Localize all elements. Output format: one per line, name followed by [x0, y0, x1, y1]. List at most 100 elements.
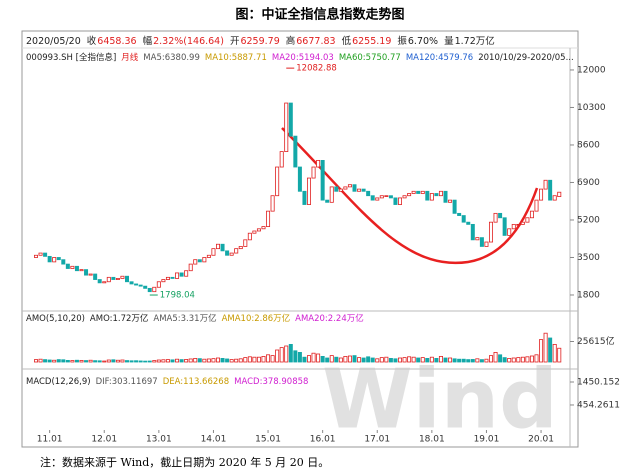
candle — [88, 273, 93, 276]
volume-bar — [457, 358, 462, 363]
info-label: 收 — [87, 35, 97, 47]
volume-bar — [161, 359, 166, 363]
candle — [138, 284, 143, 287]
volume-bar — [79, 359, 84, 363]
candle — [184, 270, 189, 277]
info-value: 2.32%(146.64) — [153, 36, 224, 47]
candle — [211, 248, 216, 256]
volume-bar — [102, 360, 107, 363]
candle — [438, 190, 443, 197]
volume-bar — [438, 355, 443, 363]
volume-bar — [529, 355, 534, 363]
candle — [215, 243, 220, 250]
x-tick-label: 14.01 — [201, 435, 227, 445]
candle — [279, 151, 284, 168]
volume-bar — [202, 358, 207, 363]
volume-bar — [479, 359, 484, 363]
volume-bar — [539, 339, 544, 363]
volume-bar — [379, 357, 384, 363]
legend-item: 000993.SH [全指信息] — [26, 52, 116, 63]
volume-bar — [247, 356, 252, 363]
candle — [402, 195, 407, 199]
volume-bar — [293, 350, 298, 363]
candle — [61, 259, 66, 265]
candle — [47, 255, 52, 263]
candle — [284, 102, 289, 152]
volume-bar — [352, 355, 357, 363]
candle — [43, 252, 48, 257]
volume-bar — [234, 358, 239, 363]
volume-bar — [534, 354, 539, 363]
candle — [393, 197, 398, 205]
volume-bar — [475, 358, 480, 363]
candle — [152, 286, 157, 293]
info-value: 6677.83 — [296, 36, 335, 47]
y-tick-label: 1800 — [577, 290, 600, 300]
candle — [93, 273, 98, 280]
volume-bar — [347, 355, 352, 363]
x-tick-label: 11.01 — [37, 435, 63, 445]
volume-bar — [56, 359, 61, 363]
candle — [493, 212, 498, 223]
info-label: 幅 — [143, 35, 153, 47]
info-label: 量 — [444, 36, 454, 47]
volume-bar — [238, 358, 243, 363]
x-tick-label: 13.01 — [146, 435, 172, 445]
candle — [338, 188, 343, 192]
candle — [38, 252, 43, 256]
y-tick-label: 6900 — [577, 178, 600, 188]
candle — [111, 276, 116, 280]
candle — [357, 188, 362, 192]
candle — [234, 248, 239, 254]
candle — [297, 166, 302, 192]
y-tick-label: 454.2611 — [577, 400, 620, 410]
y-tick-label: 10300 — [577, 103, 606, 113]
candle — [416, 190, 421, 194]
candle — [56, 257, 61, 261]
candle — [143, 285, 148, 289]
candle — [238, 246, 243, 250]
volume-bar — [552, 343, 557, 363]
volume-bar — [425, 357, 430, 363]
volume-bar — [225, 358, 230, 363]
y-tick-label: 12000 — [577, 65, 606, 75]
volume-bar — [38, 358, 43, 363]
volume-bar — [448, 357, 453, 363]
volume-bar — [70, 360, 75, 363]
candle — [193, 259, 198, 265]
volume-bar — [243, 357, 248, 363]
candle — [375, 197, 380, 201]
candle — [115, 278, 120, 280]
candle — [288, 102, 293, 137]
candle — [125, 275, 130, 283]
volume-bar — [65, 359, 70, 363]
candle — [443, 190, 448, 203]
candle — [243, 239, 248, 247]
volume-bar — [197, 358, 202, 363]
candle — [507, 228, 512, 236]
volume-bar — [520, 356, 525, 363]
volume-bar — [334, 356, 339, 363]
volume-bar — [325, 357, 330, 363]
volume-bar — [461, 358, 466, 363]
candle — [488, 221, 493, 243]
caption: 图：中证全指信息指数走势图 — [235, 7, 404, 23]
legend-item: MA120:4579.76 — [406, 53, 473, 63]
candle — [179, 272, 184, 277]
low-label: 1798.04 — [160, 291, 195, 301]
legend-item: MA5:6380.99 — [143, 53, 200, 63]
candle — [311, 166, 316, 179]
volume-bar — [193, 357, 198, 363]
candle — [225, 250, 230, 256]
info-value: 6458.36 — [97, 36, 136, 47]
candle — [302, 190, 307, 205]
volume-bar — [516, 357, 521, 363]
volume-bar — [434, 357, 439, 363]
volume-bar — [452, 358, 457, 363]
candle — [34, 254, 39, 258]
volume-bar — [34, 359, 39, 363]
legend-item: MACD:378.90858 — [234, 377, 308, 387]
volume-bar — [411, 356, 416, 363]
candle — [420, 190, 425, 194]
candle — [539, 188, 544, 201]
